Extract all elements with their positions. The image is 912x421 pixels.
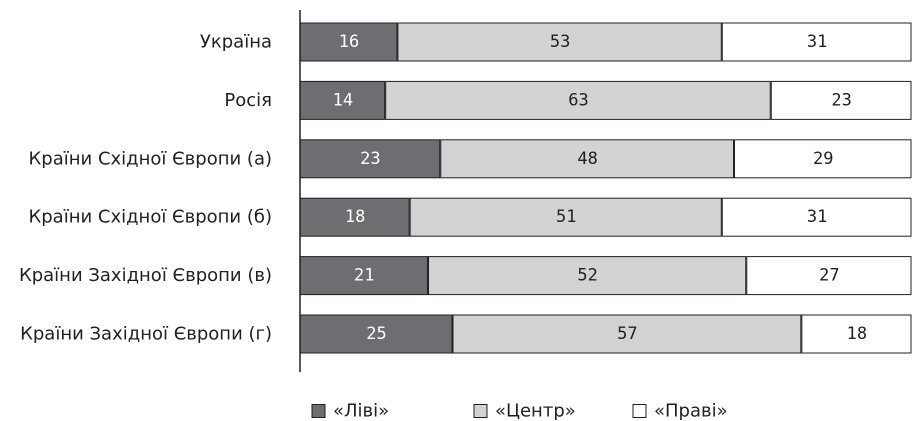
bar-segment bbox=[746, 256, 912, 296]
category-label: Країни Східної Європи (а) bbox=[29, 148, 272, 169]
bars-group: 16 53 31 14 63 23 23 48 29 18 51 31 21 52 27 25 57 18 bbox=[299, 22, 912, 354]
category-label: Росія bbox=[224, 90, 272, 111]
category-label: Країни Східної Європи (б) bbox=[28, 207, 272, 228]
category-label: Країни Західної Європи (в) bbox=[19, 265, 272, 286]
legend-label: «Ліві» bbox=[333, 401, 389, 421]
bar-segment bbox=[299, 256, 429, 296]
data-label: 57 bbox=[617, 324, 637, 344]
data-label: 14 bbox=[333, 90, 353, 110]
data-label: 52 bbox=[577, 266, 597, 286]
legend-label: «Центр» bbox=[495, 401, 576, 421]
legend-label: «Праві» bbox=[654, 401, 728, 421]
bar-segment bbox=[734, 139, 912, 179]
legend-swatch bbox=[632, 404, 647, 418]
data-label: 23 bbox=[360, 149, 380, 169]
data-label: 18 bbox=[847, 324, 867, 344]
bar-segment bbox=[721, 22, 912, 62]
data-label: 18 bbox=[345, 207, 365, 227]
data-label: 29 bbox=[813, 149, 833, 169]
category-labels: Україна Росія Країни Східної Європи (а) Кра… bbox=[19, 32, 272, 345]
data-label: 63 bbox=[568, 90, 588, 110]
bar-segment bbox=[440, 139, 735, 179]
legend-swatch bbox=[473, 404, 488, 418]
category-label: Країни Західної Європи (г) bbox=[20, 324, 272, 345]
data-label: 21 bbox=[354, 266, 374, 286]
category-label: Україна bbox=[200, 32, 272, 53]
bar-segment bbox=[428, 256, 747, 296]
bar-segment bbox=[409, 197, 722, 237]
bar-segment bbox=[385, 80, 771, 120]
bar-segment bbox=[770, 80, 912, 120]
data-label: 31 bbox=[807, 32, 827, 52]
bar-segment bbox=[801, 314, 912, 354]
bar-segment bbox=[299, 22, 398, 62]
data-label: 53 bbox=[550, 32, 570, 52]
bar-segment bbox=[721, 197, 912, 237]
legend-swatch bbox=[311, 404, 326, 418]
bar-segment bbox=[452, 314, 802, 354]
data-label: 27 bbox=[819, 266, 839, 286]
legend: «Ліві» «Центр» «Праві» bbox=[311, 401, 728, 421]
bar-segment bbox=[299, 197, 410, 237]
bar-segment bbox=[299, 80, 386, 120]
data-label: 23 bbox=[831, 90, 851, 110]
data-label: 16 bbox=[339, 32, 359, 52]
bar-segment bbox=[299, 139, 441, 179]
data-label: 31 bbox=[807, 207, 827, 227]
data-label: 51 bbox=[556, 207, 576, 227]
bar-segment bbox=[397, 22, 722, 62]
data-label: 25 bbox=[366, 324, 386, 344]
data-label: 48 bbox=[577, 149, 597, 169]
